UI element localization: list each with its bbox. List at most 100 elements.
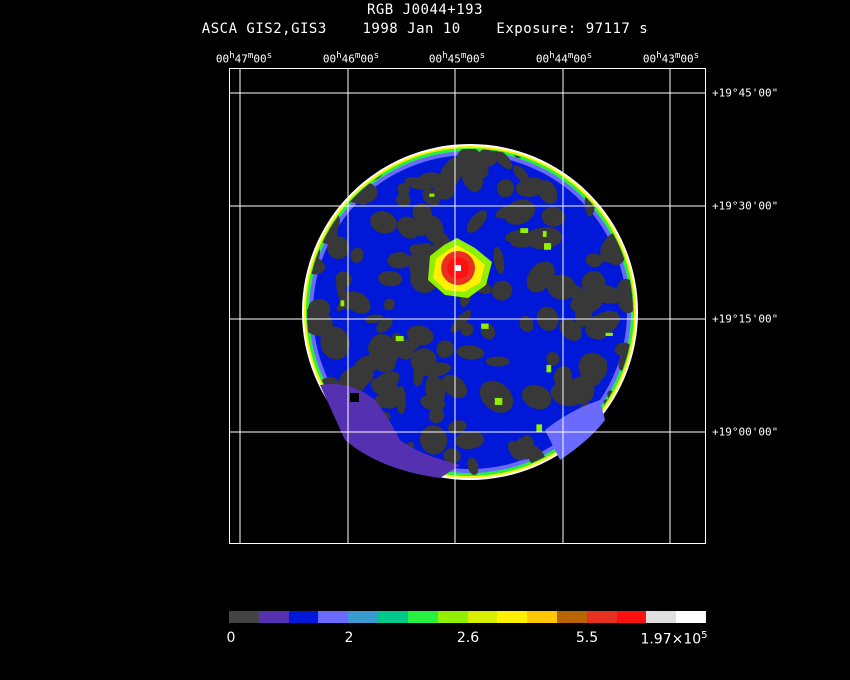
dec-label: +19°45'00" <box>712 86 779 100</box>
noise-patch <box>370 211 398 234</box>
noise-patch <box>419 425 448 455</box>
noise-patch <box>552 460 572 474</box>
bright-source <box>428 238 492 298</box>
noise-patch <box>466 210 487 233</box>
bright-pixel <box>605 332 613 336</box>
noise-patch <box>578 352 608 383</box>
noise-patch <box>436 340 454 358</box>
noise-patch <box>386 342 399 354</box>
noise-patch <box>585 253 603 267</box>
noise-patch <box>420 395 446 411</box>
noise-patch <box>616 149 630 163</box>
noise-patch <box>521 384 552 410</box>
colorbar-label: 2.6 <box>456 630 480 646</box>
noise-patch <box>608 149 630 163</box>
image-frame <box>229 68 706 544</box>
noise-patch <box>350 247 364 263</box>
noise-patch <box>354 355 379 376</box>
colorbar-swatch <box>229 611 259 623</box>
colorbar-swatch <box>676 611 706 623</box>
bright-pixel <box>520 228 529 233</box>
noise-patch <box>387 252 412 269</box>
noise-patch <box>344 291 371 314</box>
noise-patch <box>345 149 355 171</box>
noise-patch <box>523 228 561 247</box>
noise-patch <box>550 382 583 407</box>
noise-patch <box>397 182 410 197</box>
bright-pixel <box>546 364 552 373</box>
source-peak <box>455 265 461 271</box>
noise-patch <box>614 342 632 356</box>
colorbar-swatch <box>586 611 617 623</box>
noise-patch <box>479 380 514 413</box>
noise-patch <box>591 149 625 177</box>
noise-patch <box>455 430 485 450</box>
title-object: RGB J0044+193 <box>366 2 484 18</box>
ra-label: 00h43m00s <box>642 50 700 66</box>
noise-patch <box>383 298 395 311</box>
noise-patch <box>432 173 456 200</box>
noise-patch <box>356 149 370 164</box>
colorbar-swatch <box>437 611 468 623</box>
colorbar-swatch <box>527 611 557 623</box>
noise-patch <box>570 292 603 314</box>
ra-label: 00h44m00s <box>535 50 593 66</box>
noise-patch <box>328 164 345 180</box>
noise-patch <box>448 420 467 434</box>
noise-patch <box>496 178 515 198</box>
noise-patch <box>585 282 598 293</box>
bright-pixel <box>542 231 547 237</box>
noise-patch <box>412 203 432 223</box>
noise-patch <box>546 352 560 366</box>
colorbar-swatch <box>378 611 408 623</box>
dark-spot <box>350 393 359 402</box>
noise-patch <box>505 229 525 242</box>
bright-pixel <box>429 193 435 197</box>
bright-pixel <box>595 438 600 445</box>
dec-label: +19°00'00" <box>712 425 779 439</box>
colorbar-label: 0 <box>226 630 236 646</box>
noise-patch <box>413 359 425 387</box>
noise-patch <box>374 371 400 392</box>
ra-label: 00h46m00s <box>322 50 380 66</box>
corner-region-left <box>320 384 460 478</box>
colorbar-swatch <box>288 611 319 623</box>
bright-pixel <box>536 424 543 432</box>
noise-patch <box>428 408 445 424</box>
colorbar-swatch <box>348 611 379 623</box>
noise-patch <box>327 154 351 177</box>
noise-patch <box>493 246 505 275</box>
noise-patch <box>515 177 547 197</box>
bright-pixel <box>494 397 503 405</box>
noise-patch <box>397 216 421 239</box>
noise-patch <box>320 326 350 360</box>
noise-patch <box>623 149 633 160</box>
noise-patch <box>491 280 513 301</box>
noise-patch <box>378 270 403 287</box>
noise-patch <box>308 298 331 320</box>
noise-patch <box>424 215 444 244</box>
noise-patch <box>512 165 529 183</box>
noise-patch <box>367 341 383 356</box>
corner-region-right <box>545 400 605 460</box>
bright-pixel <box>351 174 356 182</box>
detector-disk <box>302 144 638 480</box>
bright-pixel <box>329 432 334 440</box>
noise-patch <box>559 318 582 341</box>
noise-patch <box>443 448 461 464</box>
noise-patch <box>396 192 411 207</box>
bright-pixel <box>395 335 404 342</box>
noise-patch <box>450 309 472 333</box>
noise-patch <box>541 206 565 227</box>
noise-patch <box>460 322 474 337</box>
colorbar-swatch <box>616 611 647 623</box>
noise-patch <box>391 336 414 360</box>
colorbar-swatch <box>407 611 438 623</box>
bright-pixel <box>481 323 489 329</box>
noise-patch <box>508 440 524 461</box>
noise-patch <box>406 325 434 346</box>
bright-pixel <box>544 243 552 250</box>
noise-patch <box>602 172 622 185</box>
colorbar-swatch <box>497 611 528 623</box>
